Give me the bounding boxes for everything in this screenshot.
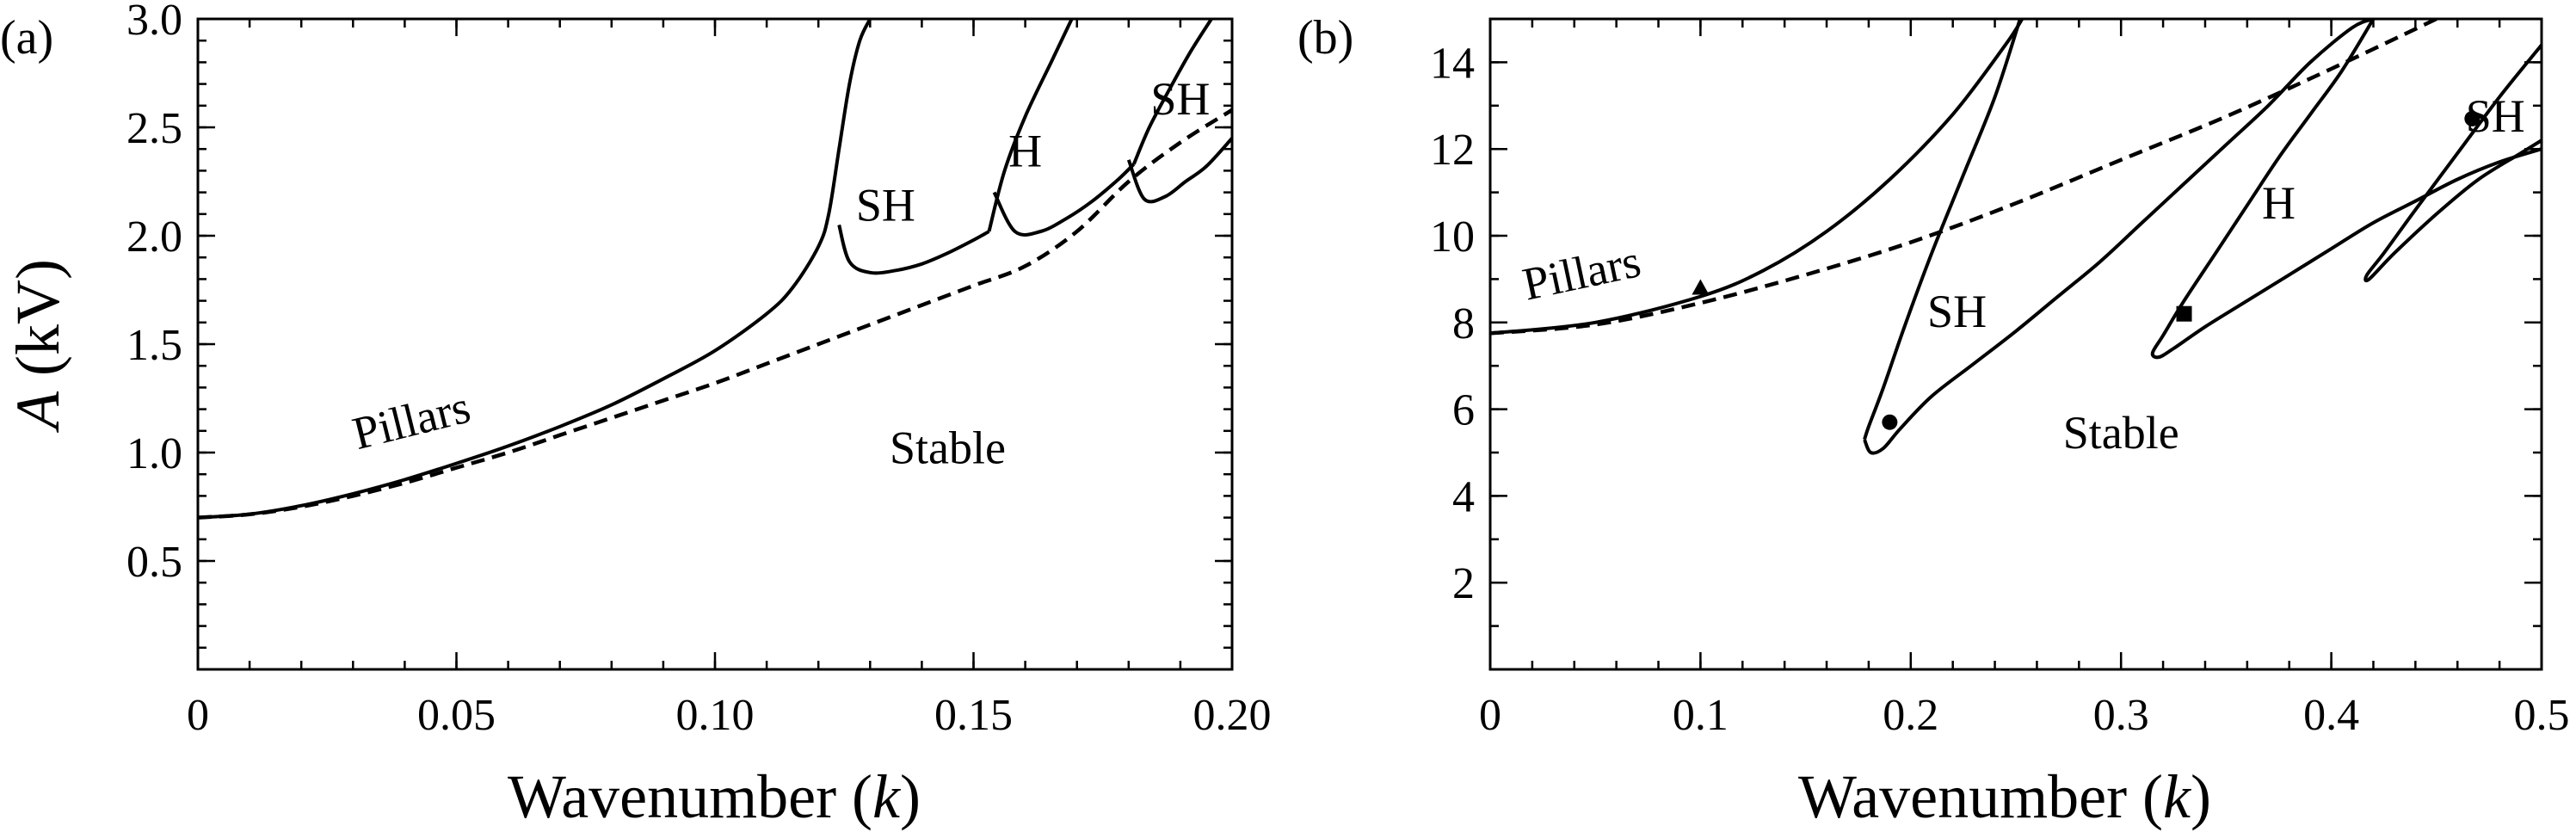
panel-b-solid-curve-5	[2363, 43, 2542, 283]
panel-b-series-group	[1490, 19, 2542, 455]
panel-b-y-tick-label: 10	[1430, 213, 1475, 262]
panel-a-dashed-curve	[198, 108, 1232, 520]
panel-a-x-tick-label: 0	[187, 691, 209, 740]
panel-a-plot-area: 0 0.05 0.10 0.15 0.20 0.5 1.0 1.5 2.0 2.5 3.0 Pilla…	[126, 0, 1272, 740]
panel-b-plot-area: 0 0.1 0.2 0.3 0.4 0.5 2 4 6 8 10 12 14 Pillars SH H SH St…	[1430, 17, 2570, 740]
panel-a-region-label: SH	[1150, 73, 1210, 125]
panel-b-solid-curve-4	[2150, 19, 2542, 360]
panel-b-y-tick-label: 14	[1430, 39, 1475, 88]
panel-b-x-axis-title: Wavenumber (k)	[1798, 762, 2211, 831]
panel-b-y-tick-label: 12	[1430, 126, 1475, 175]
panel-b-circle-marker	[2464, 110, 2480, 126]
panel-a-solid-curve-5	[1131, 19, 1213, 165]
panel-a-region-label: Stable	[890, 422, 1006, 474]
panel-a-y-tick-label: 2.0	[126, 213, 182, 262]
panel-a-solid-curve-3	[987, 19, 1074, 232]
panel-b-x-tick-label: 0.3	[2093, 691, 2149, 740]
panel-a-y-tick-label: 1.0	[126, 429, 182, 478]
panel-b-region-label: Stable	[2063, 407, 2179, 459]
panel-a-label: (a)	[0, 11, 53, 65]
panel-a-x-tick-label: 0.15	[934, 691, 1013, 740]
panel-b-x-tick-label: 0.4	[2303, 691, 2359, 740]
panel-a-x-tick-label: 0.10	[676, 691, 755, 740]
panel-a-region-label: Pillars	[348, 381, 475, 460]
panel-b-y-tick-label: 2	[1452, 559, 1475, 608]
panel-b-x-tick-label: 0.2	[1883, 691, 1938, 740]
panel-a-solid-curve-4	[992, 163, 1136, 237]
panel-a-x-tick-label: 0.05	[417, 691, 496, 740]
panel-a: (a) A (kV) Wavenumber (k) 0 0.05 0.10 0.15 0…	[0, 0, 1272, 831]
panel-a-region-label: H	[1008, 125, 1042, 176]
panel-b-solid-curve-2	[1863, 19, 2022, 441]
panel-b-circle-marker	[1882, 414, 1898, 430]
panel-b-region-label: Pillars	[1519, 235, 1645, 310]
panel-a-series-group	[198, 19, 1232, 520]
panel-a-region-label: SH	[856, 179, 915, 231]
panel-b-y-tick-label: 4	[1452, 472, 1475, 521]
panel-b-triangle-marker	[1692, 279, 1710, 295]
panel-a-y-tick-label: 2.5	[126, 104, 182, 153]
panel-a-y-tick-label: 3.0	[126, 0, 182, 45]
panel-b-label: (b)	[1297, 11, 1353, 65]
panel-b-region-label: SH	[2466, 90, 2525, 142]
panel-b-solid-curve-3	[1863, 19, 2375, 455]
panel-b-solid-curve-1	[1490, 19, 2024, 336]
panel-a-y-tick-label: 1.5	[126, 321, 182, 370]
panel-b-frame	[1488, 17, 2543, 671]
panel-b: (b) Wavenumber (k) 0 0.1 0.2 0.3 0.4 0.5 2 4 6 8 1…	[1297, 11, 2570, 831]
panel-a-y-tick-label: 0.5	[126, 538, 182, 587]
panel-b-region-label: H	[2262, 177, 2296, 229]
panel-a-solid-curve-2	[837, 224, 990, 275]
panel-a-x-tick-label: 0.20	[1193, 691, 1272, 740]
panel-a-y-axis-title: A (kV)	[3, 259, 72, 433]
panel-b-y-tick-label: 8	[1452, 299, 1475, 348]
panel-a-x-axis-title: Wavenumber (k)	[508, 762, 921, 831]
panel-b-region-label: SH	[1927, 286, 1987, 337]
panel-b-x-tick-label: 0.5	[2514, 691, 2570, 740]
panel-a-frame	[196, 17, 1234, 671]
panel-b-y-tick-label: 6	[1452, 386, 1475, 435]
panel-a-solid-curve-6	[1126, 137, 1232, 204]
panel-b-x-tick-label: 0	[1479, 691, 1501, 740]
panel-b-x-tick-label: 0.1	[1673, 691, 1729, 740]
panel-b-square-marker	[2176, 305, 2192, 322]
panel-a-solid-curve-1	[198, 19, 872, 520]
